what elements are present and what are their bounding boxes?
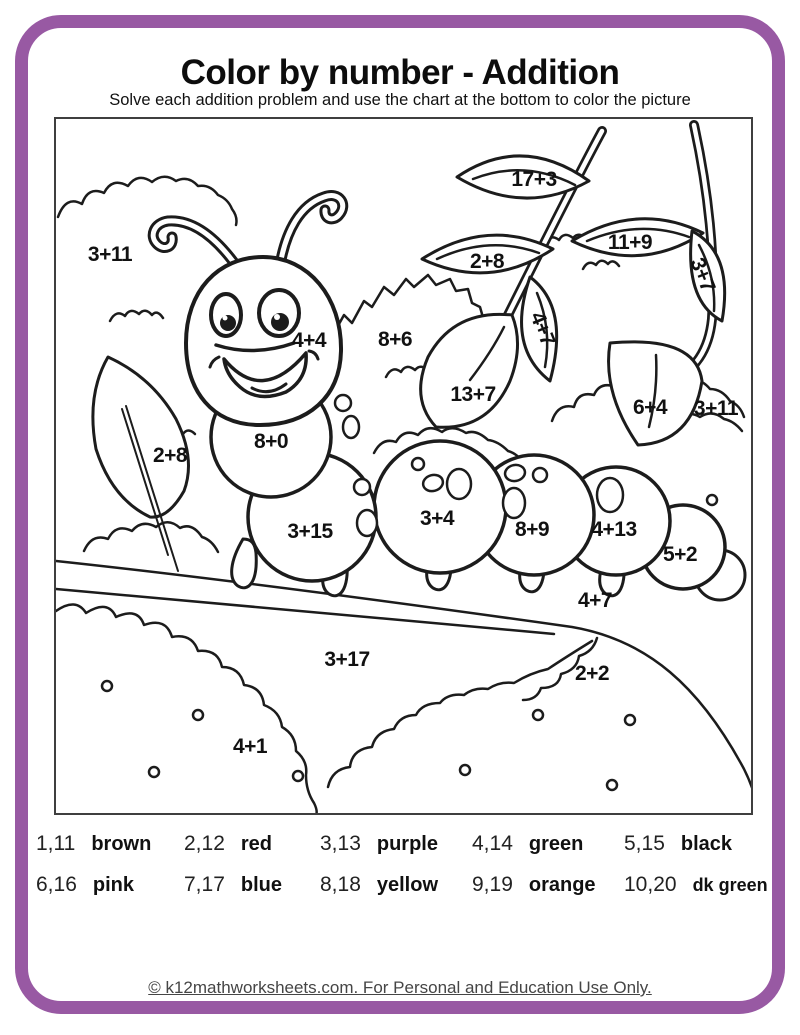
caterpillar-line-art	[56, 120, 751, 813]
page-title: Color by number - Addition	[180, 53, 620, 93]
footer-link[interactable]: © k12mathworksheets.com. For Personal an…	[148, 978, 652, 997]
problem-label: 2+8	[469, 250, 505, 273]
problem-label: 13+7	[450, 383, 496, 406]
chart-color-name: blue	[240, 874, 282, 896]
caterpillar	[147, 190, 747, 602]
chart-color-name: orange	[528, 874, 596, 896]
chart-numbers: 1,11	[36, 832, 76, 855]
ground-dots	[100, 493, 719, 792]
chart-numbers: 7,17	[184, 873, 225, 896]
problem-label: 4+7	[577, 589, 613, 612]
footer: © k12mathworksheets.com. For Personal an…	[0, 978, 800, 998]
chart-numbers: 3,13	[320, 832, 361, 855]
chart-color-name: black	[680, 833, 733, 855]
problem-label: 6+4	[632, 396, 668, 419]
problem-label: 8+0	[253, 430, 289, 453]
problem-label: 17+3	[511, 168, 557, 191]
chart-numbers: 6,16	[36, 873, 77, 896]
antennae	[147, 190, 349, 277]
leaves	[91, 154, 727, 572]
problem-label: 3+15	[287, 520, 333, 543]
chart-numbers: 2,12	[184, 832, 225, 855]
problem-label: 11+9	[607, 231, 653, 254]
problem-label: 2+8	[152, 444, 188, 467]
body-segments	[209, 375, 727, 591]
chart-entry: 10,20 dk green	[624, 873, 776, 897]
problem-label: 3+11	[693, 397, 739, 420]
ground	[56, 493, 751, 813]
page-border-frame	[15, 15, 785, 1014]
problem-label: 3+17	[324, 648, 370, 671]
chart-entry: 3,13 purple	[320, 832, 472, 856]
chart-color-name: brown	[91, 833, 152, 855]
problem-label: 4+1	[232, 735, 268, 758]
problem-label: 2+2	[574, 662, 610, 685]
chart-color-name: red	[240, 833, 272, 855]
chart-entry: 4,14 green	[472, 832, 624, 856]
chart-row: 6,16 pink 7,17 blue 8,18 yellow 9,19 orange …	[36, 873, 776, 897]
chart-entry: 7,17 blue	[184, 873, 320, 897]
segment-spots	[333, 393, 625, 538]
color-chart: 1,11 brown 2,12 red 3,13 purple 4,14 green 5…	[36, 832, 776, 914]
problem-label: 4+4	[291, 329, 327, 352]
page-subtitle: Solve each addition problem and use the …	[109, 90, 691, 109]
chart-entry: 9,19 orange	[472, 873, 624, 897]
chart-row: 1,11 brown 2,12 red 3,13 purple 4,14 green 5…	[36, 832, 776, 856]
chart-numbers: 8,18	[320, 873, 361, 896]
chart-color-name: dk green	[692, 875, 768, 895]
problem-label: 3+11	[87, 243, 133, 266]
problem-label: 5+2	[662, 543, 698, 566]
chart-entry: 1,11 brown	[36, 832, 184, 856]
chart-numbers: 9,19	[472, 873, 513, 896]
problem-label: 4+13	[591, 518, 637, 541]
problem-label: 3+4	[419, 507, 455, 530]
coloring-picture: 3+11 17+3 2+8 11+9 3+7 4+4 8+6 4+7 13+7 …	[54, 117, 753, 815]
chart-numbers: 10,20	[624, 873, 677, 896]
chart-entry: 2,12 red	[184, 832, 320, 856]
chart-numbers: 5,15	[624, 832, 665, 855]
chart-color-name: pink	[92, 874, 134, 896]
chart-entry: 5,15 black	[624, 832, 776, 856]
chart-color-name: green	[528, 833, 584, 855]
problem-label: 8+9	[514, 518, 550, 541]
chart-entry: 8,18 yellow	[320, 873, 472, 897]
chart-color-name: yellow	[376, 874, 439, 896]
chart-color-name: purple	[376, 833, 438, 855]
chart-entry: 6,16 pink	[36, 873, 184, 897]
face	[208, 288, 320, 399]
chart-numbers: 4,14	[472, 832, 513, 855]
problem-label: 8+6	[377, 328, 413, 351]
